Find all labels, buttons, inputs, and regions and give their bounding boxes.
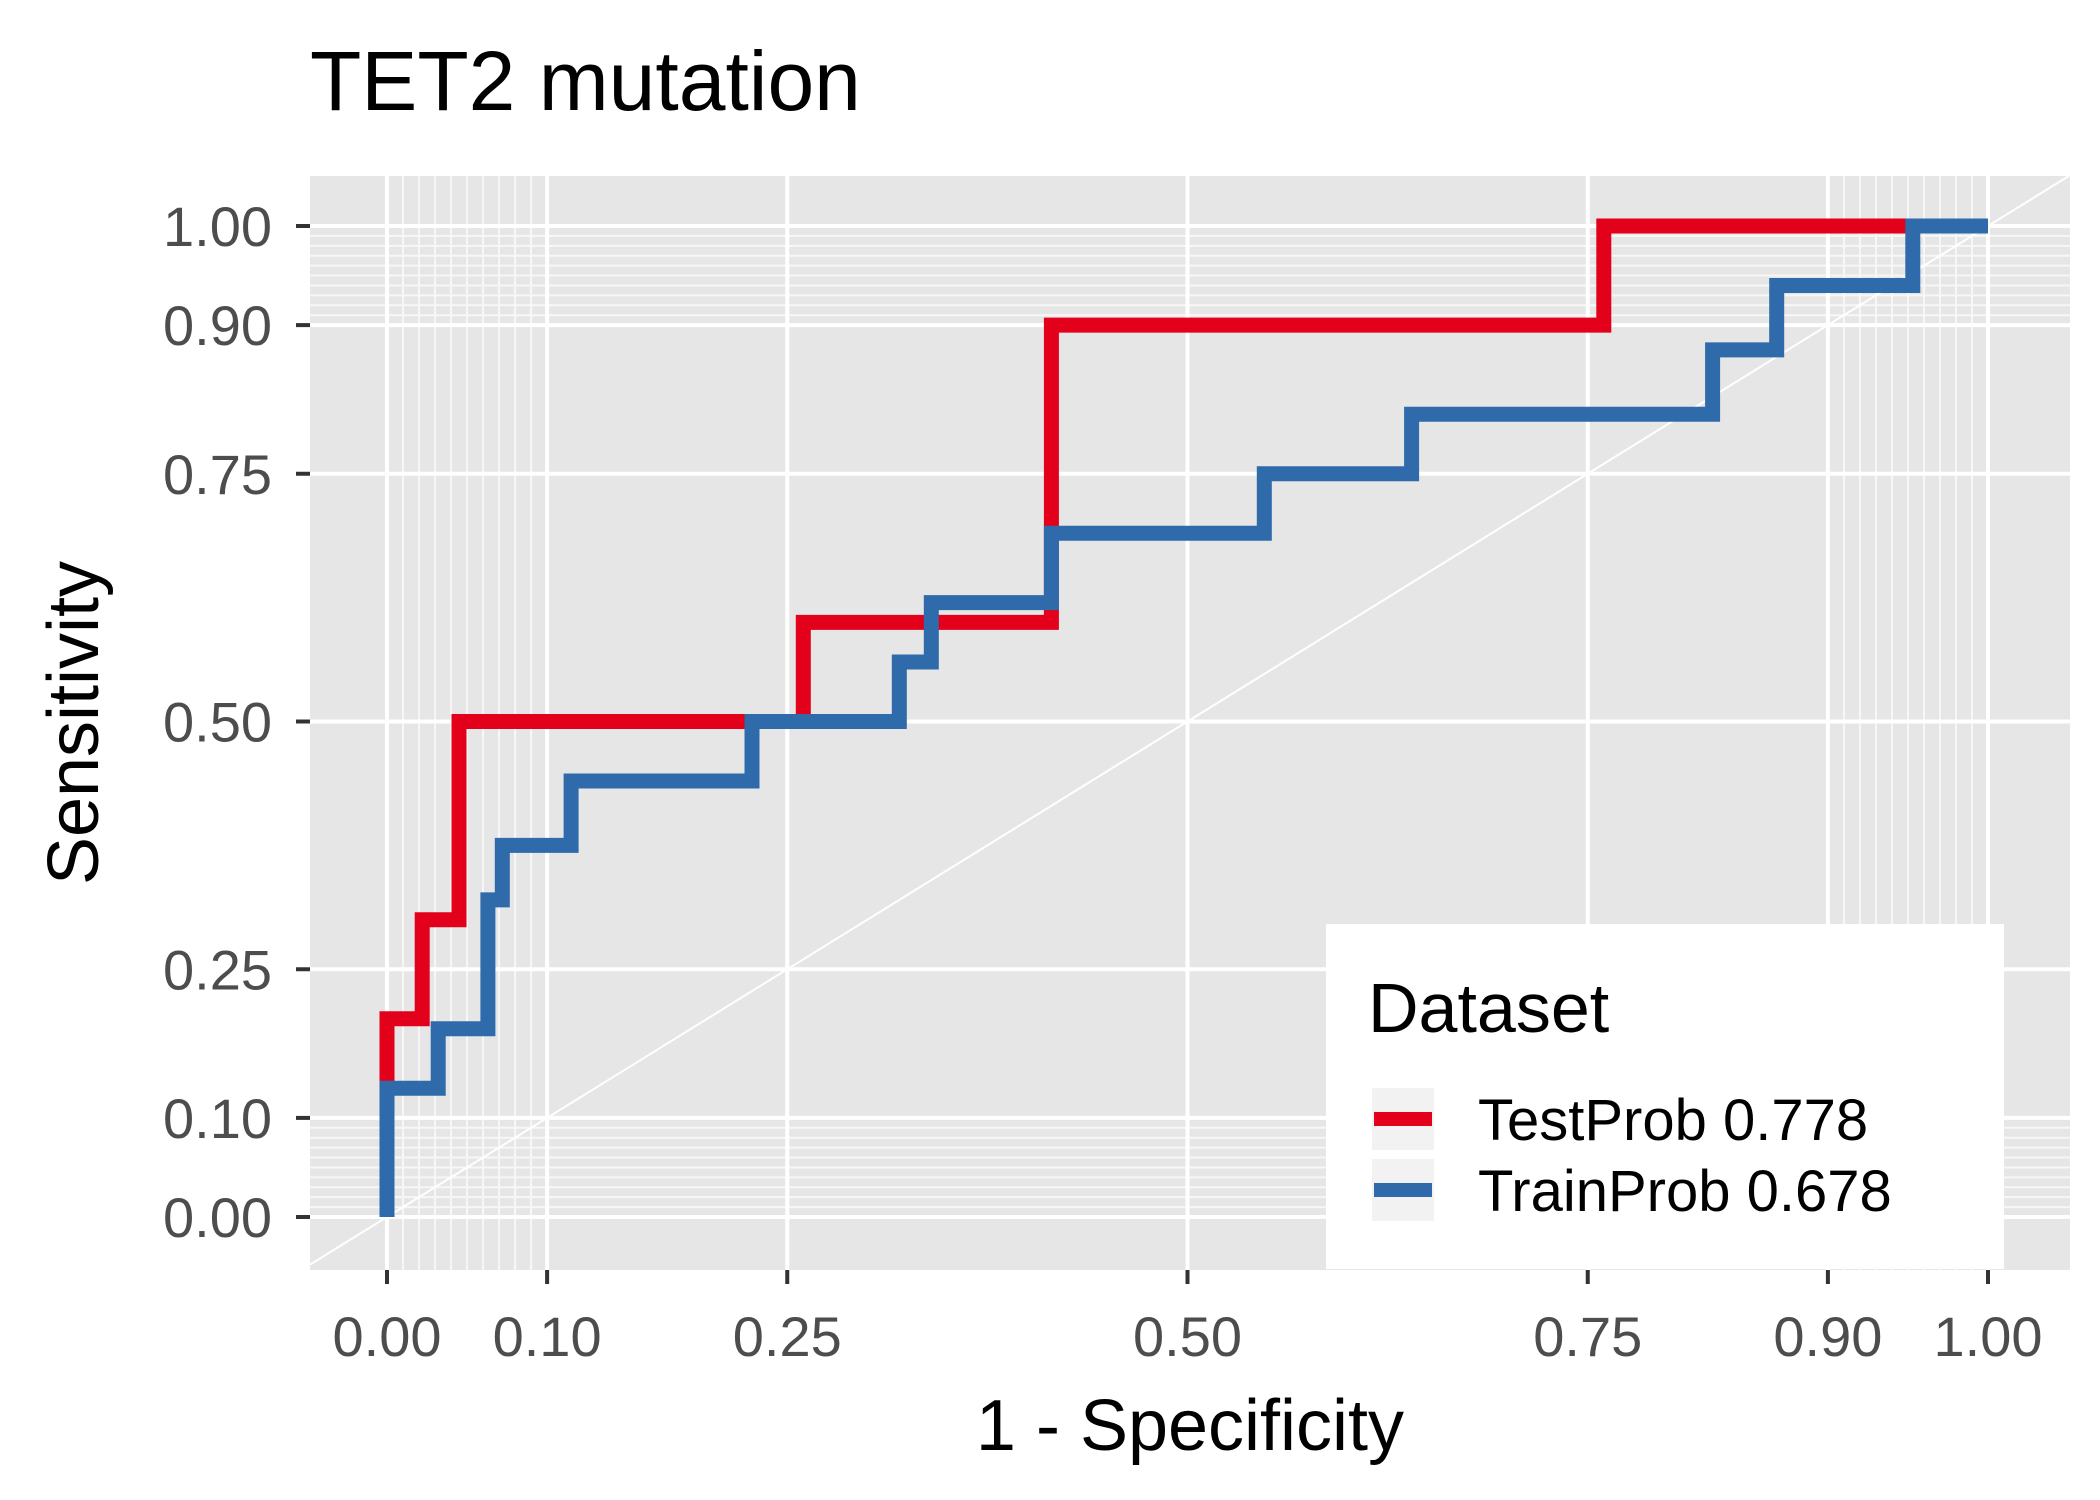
series-layer bbox=[379, 218, 1988, 1217]
y-axis-label: Sensitivity bbox=[34, 561, 114, 885]
x-axis: 0.00 0.10 0.25 0.50 0.75 0.90 1.00 bbox=[333, 1270, 2043, 1368]
y-tick-label: 0.50 bbox=[163, 691, 272, 754]
x-tick-label: 0.25 bbox=[733, 1305, 842, 1368]
x-tick-label: 0.10 bbox=[493, 1305, 602, 1368]
x-axis-label: 1 - Specificity bbox=[976, 1386, 1404, 1466]
y-tick-label: 0.10 bbox=[163, 1087, 272, 1150]
x-tick-label: 0.00 bbox=[333, 1305, 442, 1368]
x-tick-label: 0.75 bbox=[1533, 1305, 1642, 1368]
legend: Dataset TestProb 0.778 TrainProb 0.678 bbox=[1326, 924, 2004, 1269]
x-tick-label: 1.00 bbox=[1934, 1305, 2043, 1368]
legend-label-trainprob: TrainProb 0.678 bbox=[1478, 1159, 1892, 1224]
y-tick-label: 1.00 bbox=[163, 195, 272, 258]
legend-label-testprob: TestProb 0.778 bbox=[1478, 1088, 1868, 1153]
series-line-trainprob bbox=[379, 218, 1988, 1217]
legend-box bbox=[1326, 924, 2004, 1269]
chart-title: TET2 mutation bbox=[310, 34, 861, 128]
y-tick-label: 0.75 bbox=[163, 443, 272, 506]
legend-title: Dataset bbox=[1368, 969, 1609, 1047]
x-tick-label: 0.50 bbox=[1133, 1305, 1242, 1368]
x-tick-label: 0.90 bbox=[1773, 1305, 1882, 1368]
y-tick-label: 0.00 bbox=[163, 1186, 272, 1249]
y-tick-label: 0.90 bbox=[163, 294, 272, 357]
y-axis: 0.00 0.10 0.25 0.50 0.75 0.90 1.00 bbox=[163, 195, 310, 1249]
y-tick-label: 0.25 bbox=[163, 938, 272, 1001]
